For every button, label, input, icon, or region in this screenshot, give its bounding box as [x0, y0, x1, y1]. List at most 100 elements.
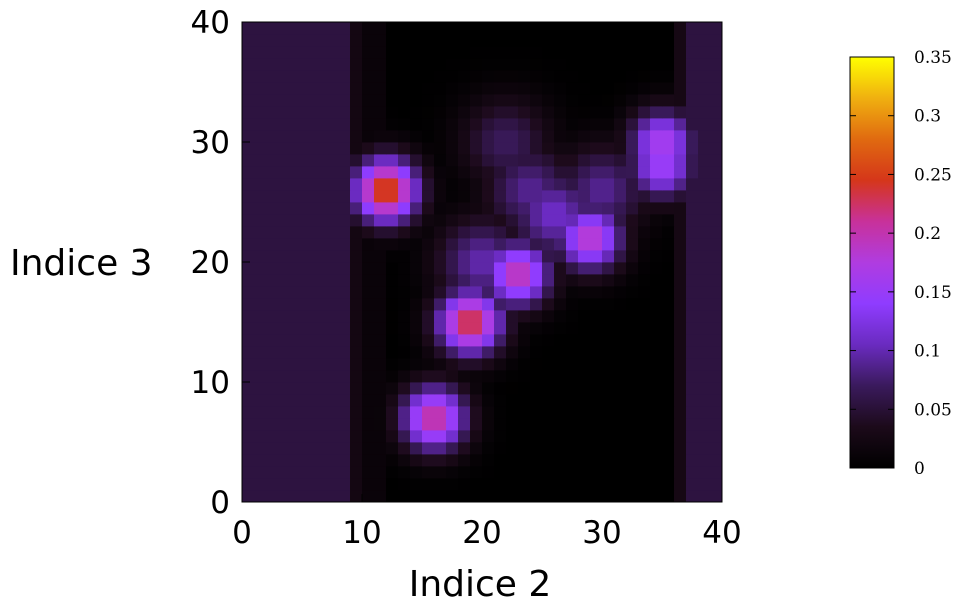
heatmap-cell [434, 370, 447, 383]
heatmap-cell [626, 298, 639, 311]
heatmap-cell [350, 382, 363, 395]
heatmap-cell [338, 382, 351, 395]
heatmap-cell [410, 430, 423, 443]
heatmap-cell [650, 190, 663, 203]
heatmap-cell [638, 322, 651, 335]
heatmap-cell [626, 478, 639, 491]
heatmap-cell [662, 394, 675, 407]
heatmap-cell [398, 166, 411, 179]
heatmap-cell [302, 490, 315, 503]
heatmap-cell [410, 154, 423, 167]
heatmap-cell [458, 130, 471, 143]
y-tick-label: 20 [191, 245, 230, 281]
heatmap-cell [434, 178, 447, 191]
heatmap-cell [254, 94, 267, 107]
heatmap-cell [530, 454, 543, 467]
heatmap-cell [446, 442, 459, 455]
heatmap-cell [674, 406, 687, 419]
heatmap-cell [350, 22, 363, 35]
heatmap-cell [434, 190, 447, 203]
heatmap-cell [566, 430, 579, 443]
heatmap-cell [626, 142, 639, 155]
heatmap-cell [542, 226, 555, 239]
heatmap-cell [386, 262, 399, 275]
heatmap-cell [710, 358, 723, 371]
heatmap-cell [434, 406, 447, 419]
heatmap-cell [326, 370, 339, 383]
heatmap-cell [554, 118, 567, 131]
heatmap-cell [266, 274, 279, 287]
heatmap-cell [302, 130, 315, 143]
heatmap-cell [386, 46, 399, 59]
heatmap-cell [374, 274, 387, 287]
heatmap-cell [278, 478, 291, 491]
heatmap-cell [482, 478, 495, 491]
heatmap-cell [590, 298, 603, 311]
heatmap-cell [254, 274, 267, 287]
heatmap-cell [374, 406, 387, 419]
heatmap-cell [458, 406, 471, 419]
heatmap-cell [242, 418, 255, 431]
heatmap-cell [278, 430, 291, 443]
heatmap-cell [338, 202, 351, 215]
heatmap-cell [674, 82, 687, 95]
heatmap-cell [314, 358, 327, 371]
heatmap-cell [434, 478, 447, 491]
heatmap-cell [626, 454, 639, 467]
heatmap-cell [302, 418, 315, 431]
heatmap-cell [338, 226, 351, 239]
heatmap-cell [290, 118, 303, 131]
heatmap-cell [590, 346, 603, 359]
heatmap-cell [614, 130, 627, 143]
heatmap-cell [638, 382, 651, 395]
heatmap-cell [530, 274, 543, 287]
heatmap-cell [326, 286, 339, 299]
heatmap-cell [338, 430, 351, 443]
heatmap-cell [254, 370, 267, 383]
heatmap-cell [434, 274, 447, 287]
heatmap-cell [698, 118, 711, 131]
heatmap-cell [614, 142, 627, 155]
heatmap-cell [458, 490, 471, 503]
heatmap-cell [554, 58, 567, 71]
heatmap-cell [350, 82, 363, 95]
heatmap-cell [470, 286, 483, 299]
heatmap-cell [542, 70, 555, 83]
heatmap-cell [518, 202, 531, 215]
heatmap-cell [290, 250, 303, 263]
heatmap-cell [242, 178, 255, 191]
colorbar-tick-label: 0.3 [914, 107, 941, 127]
heatmap-cell [554, 250, 567, 263]
heatmap-cell [518, 250, 531, 263]
heatmap-cell [638, 430, 651, 443]
heatmap-cell [638, 490, 651, 503]
heatmap-cell [662, 490, 675, 503]
heatmap-cell [302, 58, 315, 71]
heatmap-cell [266, 346, 279, 359]
heatmap-cell [554, 82, 567, 95]
heatmap-cell [494, 274, 507, 287]
heatmap-cell [710, 442, 723, 455]
heatmap-cell [434, 142, 447, 155]
heatmap-cell [626, 286, 639, 299]
heatmap-cell [494, 46, 507, 59]
heatmap-cell [482, 358, 495, 371]
heatmap-cell [710, 82, 723, 95]
heatmap-cell [338, 490, 351, 503]
heatmap-cell [422, 130, 435, 143]
heatmap-cell [410, 226, 423, 239]
heatmap-cell [614, 478, 627, 491]
heatmap-cell [614, 298, 627, 311]
heatmap-cell [350, 286, 363, 299]
heatmap-cell [662, 70, 675, 83]
heatmap-cell [398, 334, 411, 347]
heatmap-cell [326, 322, 339, 335]
heatmap-cell [386, 142, 399, 155]
heatmap-cell [302, 142, 315, 155]
heatmap-cell [482, 94, 495, 107]
heatmap-cell [566, 178, 579, 191]
heatmap-cell [602, 190, 615, 203]
heatmap-cell [410, 406, 423, 419]
heatmap-cell [326, 214, 339, 227]
heatmap-cell [434, 298, 447, 311]
